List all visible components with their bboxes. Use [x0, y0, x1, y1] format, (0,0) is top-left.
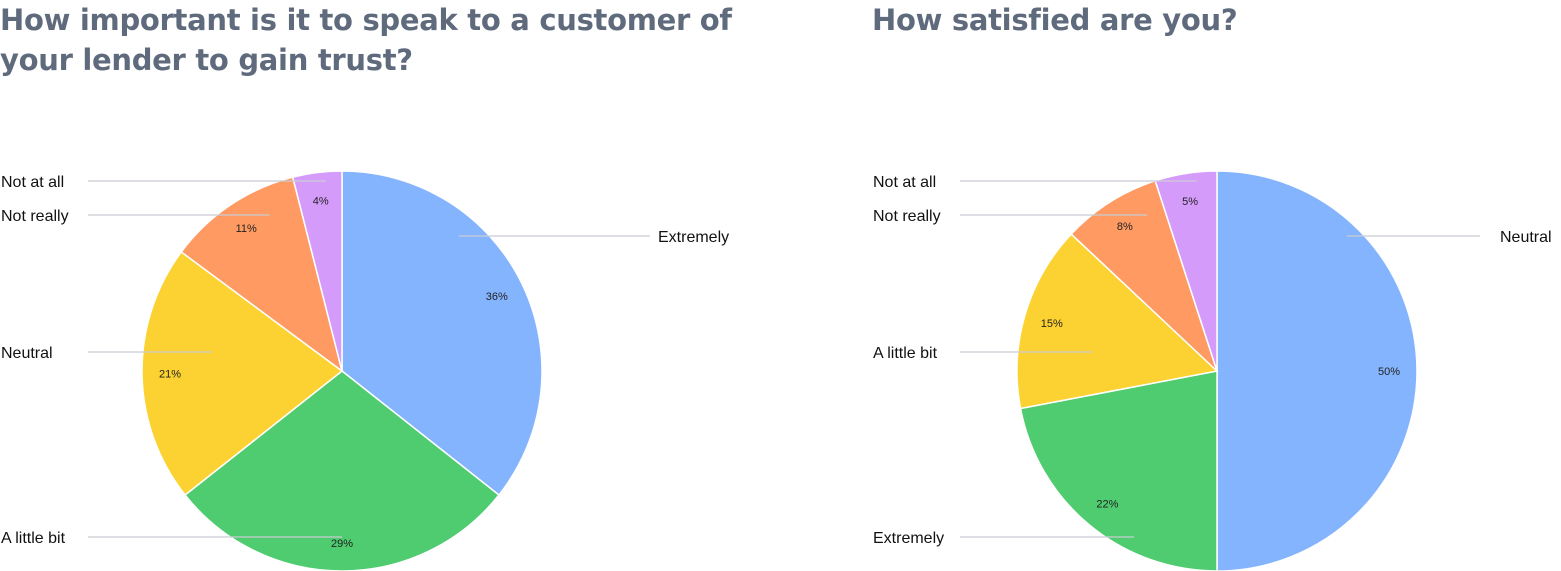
slice-percent-label: 15% [1041, 318, 1063, 330]
pie-slice-extremely [341, 170, 543, 497]
pie-chart-trust: 36% Extremely 29% A little bit 21% Neutral 11%… [1, 170, 729, 571]
category-label-neutral: Neutral [1500, 229, 1552, 246]
slice-percent-label: 4% [313, 195, 329, 207]
chart-panel-satisfaction: How satisfied are you? 50% Neutral 22% Extr… [872, 0, 1561, 571]
category-label-a-little-bit: A little bit [1, 530, 66, 547]
chart-title: How satisfied are you? [872, 3, 1238, 37]
slice-percent-label: 21% [159, 369, 181, 381]
category-label-extremely: Extremely [873, 530, 944, 547]
slice-percent-label: 50% [1378, 366, 1400, 378]
category-label-not-really: Not really [1, 208, 69, 225]
category-label-not-at-all: Not at all [873, 174, 936, 191]
pie-slice-neutral [1216, 170, 1418, 571]
pie-chart-satisfaction: 50% Neutral 22% Extremely 15% A little bit 8% N… [873, 170, 1552, 571]
pie-slice-not-really [180, 176, 344, 373]
pie-labels: 50% Neutral 22% Extremely 15% A little bit 8% N… [873, 174, 1552, 547]
slice-percent-label: 5% [1182, 196, 1198, 208]
pie-slice-not-at-all [291, 170, 343, 372]
pie-slice-extremely [1019, 370, 1218, 571]
pie-labels: 36% Extremely 29% A little bit 21% Neutral 11%… [1, 174, 729, 550]
pie-slice-a-little-bit [1016, 233, 1219, 410]
pie-slice-neutral [141, 250, 344, 497]
slice-percent-label: 29% [331, 538, 353, 550]
leader-lines [88, 180, 650, 538]
category-label-not-really: Not really [873, 208, 941, 225]
slice-percent-label: 22% [1096, 499, 1118, 511]
category-label-a-little-bit: A little bit [873, 345, 938, 362]
slice-percent-label: 11% [236, 223, 257, 235]
leader-lines [960, 180, 1480, 538]
chart-panel-trust: How important is it to speak to a custom… [0, 0, 760, 571]
chart-title: How important is it to speak to a custom… [0, 3, 732, 77]
pie-slices [1016, 170, 1418, 571]
category-label-not-at-all: Not at all [1, 174, 64, 191]
pie-slices [141, 170, 543, 571]
slice-percent-label: 36% [486, 291, 508, 303]
category-label-neutral: Neutral [1, 345, 53, 362]
category-label-extremely: Extremely [658, 229, 729, 246]
slice-percent-label: 8% [1117, 221, 1133, 233]
